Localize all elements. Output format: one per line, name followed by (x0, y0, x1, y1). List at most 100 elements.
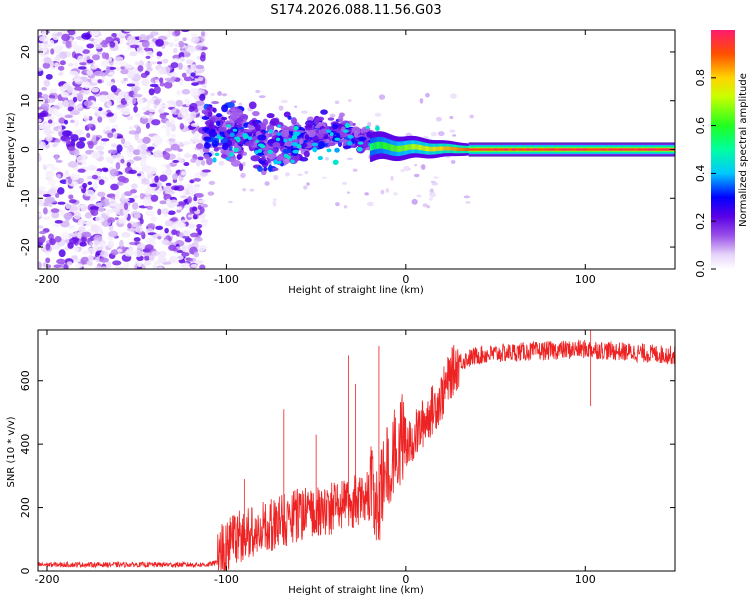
heat-cell (120, 137, 125, 145)
heat-cell (472, 148, 477, 151)
heat-cell (162, 58, 169, 64)
heat-cell (38, 112, 47, 117)
heat-cell (89, 206, 99, 211)
heat-cell (217, 91, 223, 96)
heat-cell (208, 122, 214, 130)
heat-cell (141, 40, 150, 48)
heat-cell (190, 139, 200, 143)
heat-cell (292, 149, 299, 154)
heat-cell (59, 51, 68, 59)
heat-cell (41, 30, 47, 37)
heat-cell (193, 251, 200, 258)
heat-cell (334, 147, 340, 153)
heat-cell (166, 100, 176, 104)
heat-cell (605, 148, 609, 151)
heat-cell (171, 124, 176, 132)
heat-cell (68, 62, 74, 67)
heat-cell (280, 99, 288, 104)
heat-cell (157, 255, 167, 264)
heat-cell (317, 132, 324, 140)
y-tick-label: 200 (19, 497, 32, 518)
heat-cell (56, 187, 65, 195)
heat-cell (414, 164, 418, 167)
heat-cell (58, 249, 66, 258)
heat-cell (183, 115, 193, 123)
heat-cell (145, 152, 152, 159)
heat-cell (163, 81, 173, 89)
heat-cell (112, 260, 122, 266)
heat-cell (87, 247, 97, 254)
heat-cell (272, 142, 281, 148)
heat-cell (38, 44, 43, 49)
x-tick-label: -100 (214, 573, 239, 586)
heat-cell (218, 160, 225, 166)
heat-cell (83, 114, 90, 122)
heat-cell (293, 125, 299, 131)
heat-cell (311, 136, 318, 142)
heat-cell (393, 192, 398, 196)
heat-cell (561, 148, 566, 151)
heat-cell (47, 178, 56, 186)
heat-cell (100, 250, 109, 258)
heat-cell (47, 98, 56, 103)
heat-cell (144, 188, 152, 196)
heat-cell (195, 227, 201, 232)
colorbar-tick-label: 0.6 (694, 117, 707, 135)
heat-cell (57, 201, 66, 205)
heat-cell (91, 174, 99, 180)
heat-cell (189, 102, 198, 110)
heat-cell (157, 104, 167, 108)
heat-cell (547, 148, 552, 151)
heat-cell (128, 144, 134, 153)
heat-cell (68, 225, 76, 230)
heat-cell (48, 188, 57, 196)
heat-cell (127, 70, 135, 79)
heat-cell (132, 149, 141, 156)
heat-cell (152, 264, 158, 269)
heat-cell (243, 122, 249, 128)
heat-cell (411, 198, 418, 205)
heat-cell (128, 130, 138, 135)
heat-cell (183, 51, 191, 58)
heat-cell (259, 144, 266, 149)
heat-cell (165, 126, 171, 135)
heat-cell (149, 31, 159, 36)
heat-cell (114, 217, 119, 221)
heat-cell (216, 113, 223, 118)
heat-cell (124, 94, 130, 101)
heat-cell (38, 118, 42, 123)
heat-cell (91, 106, 100, 110)
heat-cell (201, 221, 208, 228)
heat-cell (53, 264, 62, 269)
heat-cell (132, 93, 143, 98)
heat-cell (98, 179, 105, 186)
heat-cell (197, 199, 206, 204)
heat-cell (74, 129, 84, 136)
heat-cell (265, 160, 271, 164)
heat-cell (203, 142, 211, 149)
heat-cell (89, 197, 95, 202)
heat-cell (197, 245, 206, 252)
heat-cell (74, 119, 79, 128)
heat-cell (226, 124, 232, 128)
heat-cell (106, 65, 111, 74)
heat-cell (188, 187, 197, 195)
heat-cell (159, 113, 167, 120)
heat-cell (351, 126, 361, 134)
heat-cell (191, 36, 200, 44)
heat-cell (324, 156, 329, 161)
heat-cell (242, 188, 247, 192)
heat-cell (91, 54, 101, 61)
heat-cell (572, 148, 577, 151)
heat-cell (181, 112, 188, 116)
heat-cell (76, 104, 82, 109)
heat-cell (203, 153, 210, 160)
heat-cell (119, 91, 128, 96)
x-tick-label: 0 (402, 573, 409, 586)
heat-cell (202, 84, 208, 89)
heat-cell (120, 66, 126, 70)
heat-cell (66, 261, 73, 266)
heat-cell (77, 168, 86, 173)
heat-cell (181, 252, 190, 257)
heat-cell (114, 190, 121, 199)
